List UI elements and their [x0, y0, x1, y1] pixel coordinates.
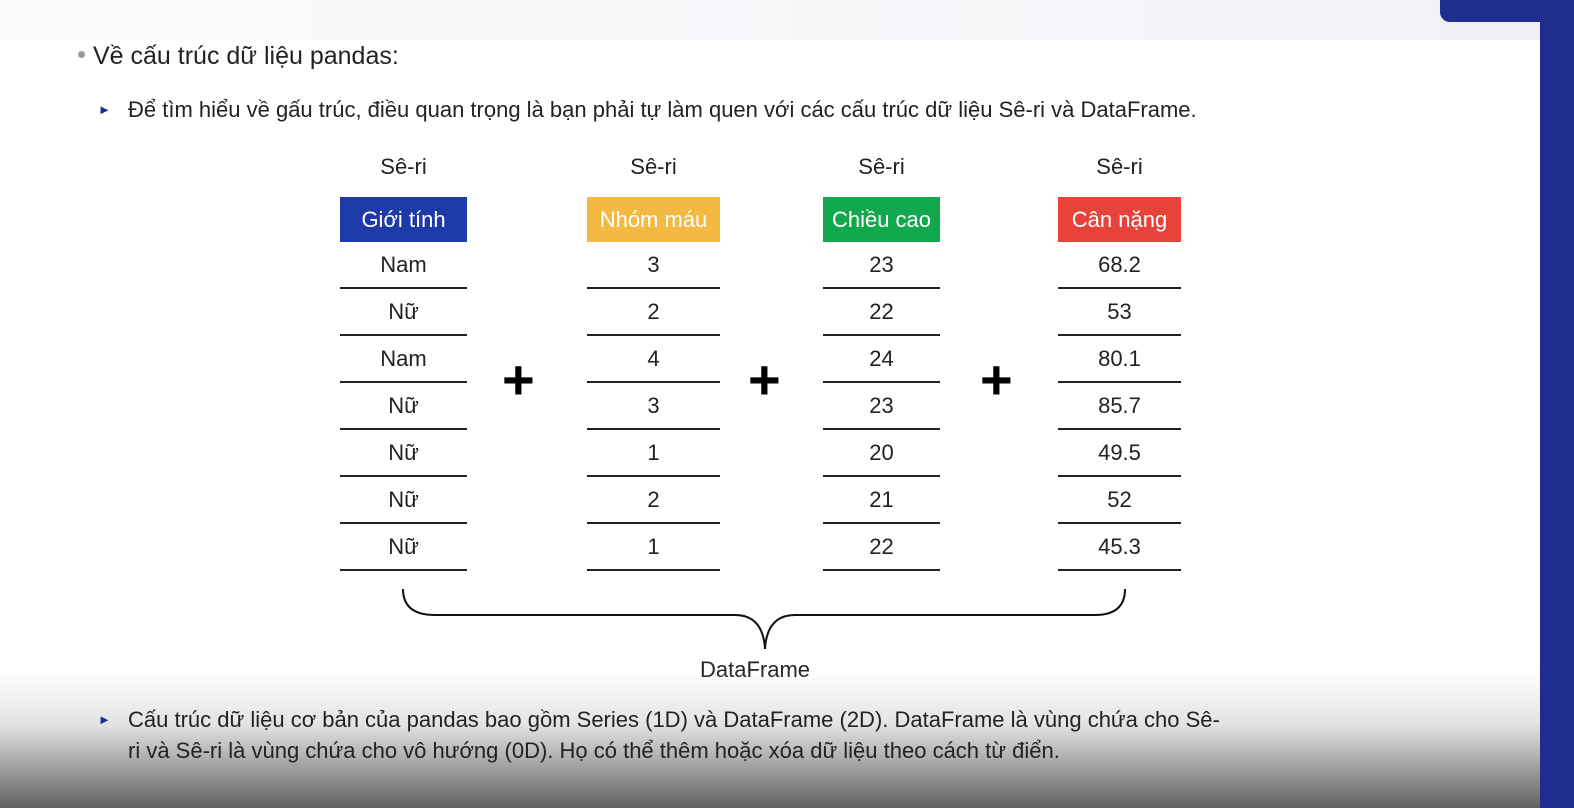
- triangle-bullet-icon: ►: [98, 102, 111, 117]
- curly-brace-icon: [402, 588, 1126, 650]
- series-cell: 52: [1058, 478, 1181, 524]
- series-cell: 3: [587, 384, 720, 430]
- series-cell: 2: [587, 290, 720, 336]
- series-column-gioi-tinh: Sê-ri Giới tính Nam Nữ Nam Nữ Nữ Nữ Nữ: [340, 150, 467, 571]
- series-column-chieu-cao: Sê-ri Chiều cao 23 22 24 23 20 21 22: [823, 150, 940, 571]
- corner-tab: [1440, 0, 1540, 22]
- sub-bullet-1: ► Để tìm hiểu về gấu trúc, điều quan trọ…: [98, 95, 1418, 125]
- series-cell: Nữ: [340, 478, 467, 524]
- series-label: Sê-ri: [630, 154, 677, 179]
- series-cell: 22: [823, 290, 940, 336]
- series-column-nhom-mau: Sê-ri Nhóm máu 3 2 4 3 1 2 1: [587, 150, 720, 571]
- series-label: Sê-ri: [380, 154, 427, 179]
- series-cell: Nữ: [340, 384, 467, 430]
- series-cell: 3: [587, 243, 720, 289]
- series-cell: 68.2: [1058, 243, 1181, 289]
- series-cell: 23: [823, 384, 940, 430]
- plus-sign: +: [980, 348, 1013, 411]
- main-bullet-text: Về cấu trúc dữ liệu pandas:: [93, 42, 399, 70]
- sub-bullet-2-line-2: ri và Sê-ri là vùng chứa cho vô hướng (0…: [128, 738, 1060, 763]
- series-cell: 80.1: [1058, 337, 1181, 383]
- series-cell: 22: [823, 525, 940, 571]
- bullet-dot-icon: [78, 51, 85, 58]
- series-cell: 24: [823, 337, 940, 383]
- plus-sign: +: [748, 348, 781, 411]
- main-bullet: Về cấu trúc dữ liệu pandas:: [78, 42, 399, 71]
- bottom-shadow: [0, 668, 1540, 808]
- series-cell: 1: [587, 525, 720, 571]
- series-cell: 23: [823, 243, 940, 289]
- series-cell: 4: [587, 337, 720, 383]
- sub-bullet-1-text: Để tìm hiểu về gấu trúc, điều quan trọng…: [128, 97, 1197, 122]
- series-cell: 20: [823, 431, 940, 477]
- sub-bullet-2: ► Cấu trúc dữ liệu cơ bản của pandas bao…: [98, 705, 1418, 767]
- series-cell: Nam: [340, 337, 467, 383]
- series-label: Sê-ri: [1096, 154, 1143, 179]
- series-cell: Nữ: [340, 431, 467, 477]
- triangle-bullet-icon: ►: [98, 712, 111, 727]
- series-cell: 85.7: [1058, 384, 1181, 430]
- column-name-label: Chiều cao: [823, 197, 940, 242]
- column-name-label: Nhóm máu: [587, 197, 720, 242]
- series-cell: 49.5: [1058, 431, 1181, 477]
- series-cell: 21: [823, 478, 940, 524]
- series-column-can-nang: Sê-ri Cân nặng 68.2 53 80.1 85.7 49.5 52…: [1058, 150, 1181, 571]
- top-band: [0, 0, 1574, 40]
- column-name-label: Cân nặng: [1058, 197, 1181, 242]
- series-cell: Nữ: [340, 290, 467, 336]
- column-name-label: Giới tính: [340, 197, 467, 242]
- series-cell: Nam: [340, 243, 467, 289]
- series-cell: 2: [587, 478, 720, 524]
- series-label: Sê-ri: [858, 154, 905, 179]
- series-cell: 1: [587, 431, 720, 477]
- series-cell: 45.3: [1058, 525, 1181, 571]
- right-accent-bar: [1540, 0, 1574, 808]
- series-cell: 53: [1058, 290, 1181, 336]
- sub-bullet-2-line-1: Cấu trúc dữ liệu cơ bản của pandas bao g…: [128, 707, 1220, 732]
- series-cell: Nữ: [340, 525, 467, 571]
- plus-sign: +: [502, 348, 535, 411]
